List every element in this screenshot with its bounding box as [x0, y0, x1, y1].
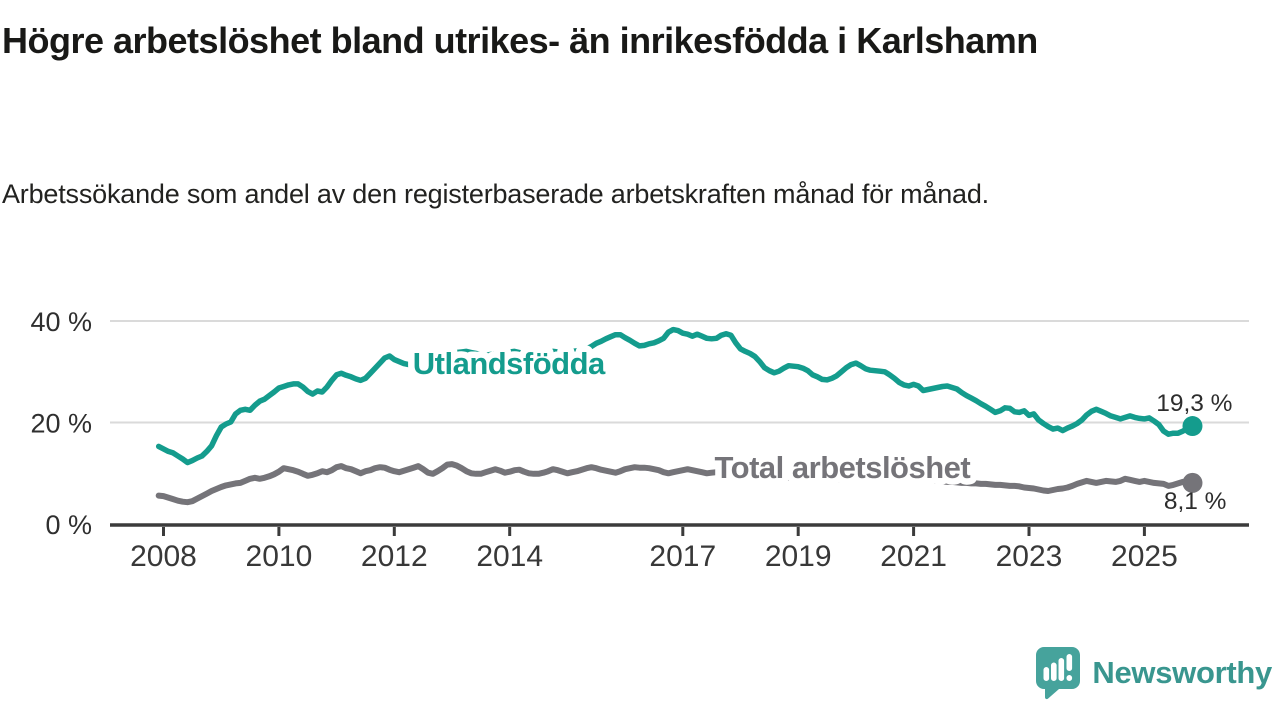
speech-bubble-shape [1036, 647, 1081, 700]
end-value-label-utlandsf-dda: 19,3 % [1156, 390, 1232, 417]
x-tick-label-2008: 2008 [130, 540, 197, 573]
x-tick-label-2019: 2019 [765, 540, 832, 573]
y-axis: 0 % 20 % 40 % [30, 307, 92, 540]
x-tick-label-2017: 2017 [649, 540, 716, 573]
x-tick-label-2025: 2025 [1111, 540, 1178, 573]
gridlines [110, 320, 1249, 424]
x-tick-label-2012: 2012 [361, 540, 428, 573]
newsworthy-logo-icon [1036, 647, 1081, 700]
x-tick-label-2021: 2021 [880, 540, 947, 573]
series-end-dot-utlandsf-dda [1182, 416, 1203, 437]
series-end-dot-total-arbetsl-shet [1182, 472, 1203, 493]
series-line-utlandsf-dda [155, 326, 1196, 466]
y-tick-label-40: 40 % [30, 307, 92, 337]
y-tick-label-0: 0 % [45, 510, 92, 540]
series-label-utlandsf-dda: Utlandsfödda [413, 346, 606, 381]
y-tick-label-20: 20 % [30, 409, 92, 439]
x-axis: 2008 2010 2012 2014 2017 2019 2021 2023 2025 [110, 523, 1249, 573]
x-tick-label-2023: 2023 [996, 540, 1063, 573]
x-tick-label-2010: 2010 [246, 540, 313, 573]
bar-chart-glyph [1043, 658, 1065, 681]
exclamation-glyph [1066, 654, 1073, 681]
series-line-total-arbetsl-shet [155, 461, 1196, 506]
end-value-label-total-arbetsl-shet: 8,1 % [1164, 488, 1227, 515]
newsworthy-logo: Newsworthy [1035, 646, 1272, 700]
newsworthy-logo-text: Newsworthy [1092, 655, 1272, 690]
x-tick-label-2014: 2014 [476, 540, 543, 573]
chart-title: Högre arbetslöshet bland utrikes- än inr… [2, 20, 1038, 61]
chart-subtitle: Arbetssökande som andel av den registerb… [2, 179, 989, 209]
series-label-total-arbetsl-shet: Total arbetslöshet [715, 450, 971, 485]
